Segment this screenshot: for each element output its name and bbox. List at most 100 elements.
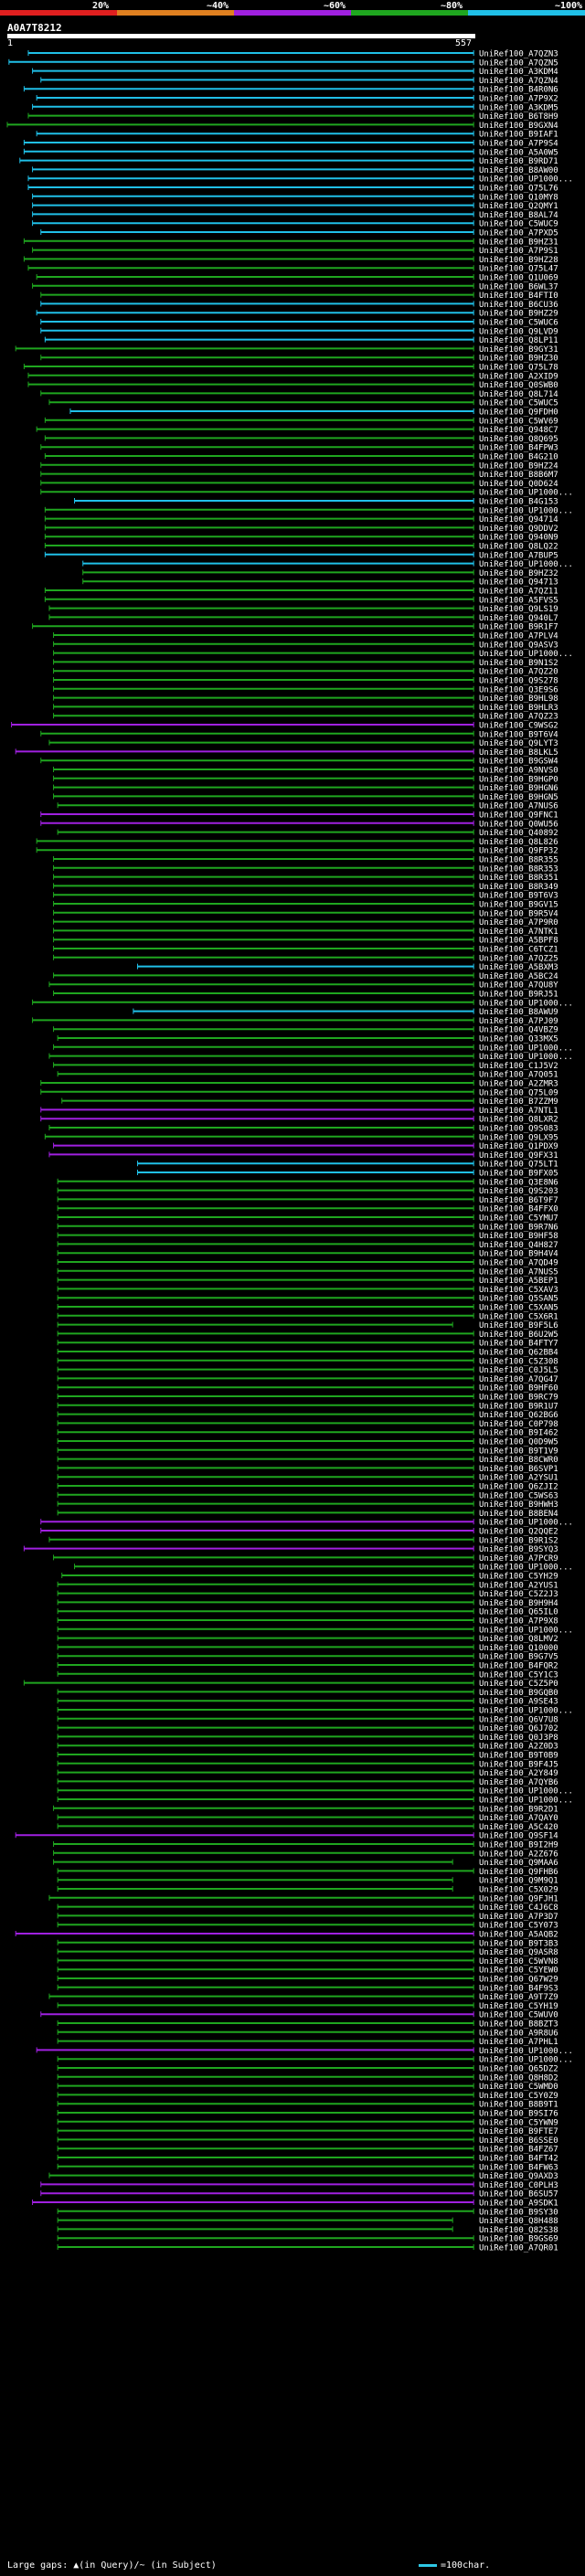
hit-label[interactable]: UniRef100_A2ZMR3	[479, 1080, 558, 1089]
hit-label[interactable]: UniRef100_B8R353	[479, 864, 558, 874]
hit-label[interactable]: UniRef100_Q9ASV3	[479, 641, 558, 650]
hit-label[interactable]: UniRef100_Q9FNC1	[479, 811, 558, 821]
hit-label[interactable]: UniRef100_Q8LMV2	[479, 1635, 558, 1644]
hit-label[interactable]: UniRef100_A2YUS1	[479, 1581, 558, 1590]
hit-label[interactable]: UniRef100_B9HZ31	[479, 238, 558, 247]
hit-label[interactable]: UniRef100_Q75LT1	[479, 1161, 558, 1170]
hit-label[interactable]: UniRef100_B9HZ30	[479, 355, 558, 364]
hit-label[interactable]: UniRef100_C5WUC9	[479, 220, 558, 229]
hit-label[interactable]: UniRef100_UP1000...	[479, 1519, 573, 1528]
hit-label[interactable]: UniRef100_A2Z676	[479, 1850, 558, 1859]
hit-label[interactable]: UniRef100_A7QZ25	[479, 954, 558, 963]
hit-label[interactable]: UniRef100_Q9M9Q1	[479, 1877, 558, 1886]
hit-label[interactable]: UniRef100_B9I462	[479, 1429, 558, 1438]
hit-label[interactable]: UniRef100_B6SVP1	[479, 1465, 558, 1474]
hit-label[interactable]: UniRef100_B4FZ67	[479, 2146, 558, 2155]
hit-label[interactable]: UniRef100_C6TCZ1	[479, 946, 558, 955]
hit-label[interactable]: UniRef100_B8R355	[479, 856, 558, 865]
hit-label[interactable]: UniRef100_UP1000...	[479, 1564, 573, 1573]
hit-label[interactable]: UniRef100_Q2QMY1	[479, 202, 558, 211]
hit-label[interactable]: UniRef100_C5WUC6	[479, 319, 558, 328]
hit-label[interactable]: UniRef100_Q4H827	[479, 1241, 558, 1250]
hit-label[interactable]: UniRef100_UP1000...	[479, 560, 573, 569]
hit-label[interactable]: UniRef100_Q0WU56	[479, 820, 558, 829]
hit-label[interactable]: UniRef100_B9N1S2	[479, 659, 558, 668]
hit-label[interactable]: UniRef100_B6SU57	[479, 2190, 558, 2200]
hit-label[interactable]: UniRef100_C5WVN8	[479, 1957, 558, 1966]
hit-label[interactable]: UniRef100_A7QZ20	[479, 668, 558, 677]
hit-label[interactable]: UniRef100_C5XAV3	[479, 1286, 558, 1295]
hit-label[interactable]: UniRef100_B7ZZM9	[479, 1097, 558, 1107]
hit-label[interactable]: UniRef100_Q9FX31	[479, 1151, 558, 1161]
hit-label[interactable]: UniRef100_B8R351	[479, 874, 558, 883]
hit-label[interactable]: UniRef100_UP1000...	[479, 175, 573, 185]
hit-label[interactable]: UniRef100_A7P9R0	[479, 918, 558, 928]
hit-label[interactable]: UniRef100_Q9LS19	[479, 605, 558, 614]
hit-label[interactable]: UniRef100_B9T6V4	[479, 730, 558, 739]
hit-label[interactable]: UniRef100_Q62BG6	[479, 1411, 558, 1420]
hit-label[interactable]: UniRef100_B9HF60	[479, 1384, 558, 1394]
hit-label[interactable]: UniRef100_A2Z0D3	[479, 1743, 558, 1752]
hit-label[interactable]: UniRef100_C5WS63	[479, 1491, 558, 1500]
hit-label[interactable]: UniRef100_Q9LYT3	[479, 739, 558, 748]
hit-label[interactable]: UniRef100_B9GS69	[479, 2235, 558, 2244]
hit-label[interactable]: UniRef100_UP1000...	[479, 1797, 573, 1806]
hit-label[interactable]: UniRef100_A7QZN4	[479, 77, 558, 86]
hit-label[interactable]: UniRef100_Q94714	[479, 515, 558, 525]
hit-label[interactable]: UniRef100_A5BPF8	[479, 937, 558, 946]
hit-label[interactable]: UniRef100_C5Z2J3	[479, 1590, 558, 1599]
hit-label[interactable]: UniRef100_B4G153	[479, 498, 558, 507]
hit-label[interactable]: UniRef100_Q75L47	[479, 265, 558, 274]
hit-label[interactable]: UniRef100_B9FX05	[479, 1170, 558, 1179]
hit-label[interactable]: UniRef100_Q1U069	[479, 274, 558, 283]
hit-label[interactable]: UniRef100_Q8H8D2	[479, 2073, 558, 2083]
hit-label[interactable]: UniRef100_B4FT42	[479, 2155, 558, 2164]
hit-label[interactable]: UniRef100_B9GXN4	[479, 122, 558, 131]
hit-label[interactable]: UniRef100_A7QZN3	[479, 50, 558, 59]
hit-label[interactable]: UniRef100_UP1000...	[479, 650, 573, 659]
hit-label[interactable]: UniRef100_A7PXD5	[479, 229, 558, 239]
hit-label[interactable]: UniRef100_A7QYB6	[479, 1778, 558, 1787]
hit-label[interactable]: UniRef100_A7Q051	[479, 1071, 558, 1080]
hit-label[interactable]: UniRef100_B9RJ51	[479, 991, 558, 1000]
hit-label[interactable]: UniRef100_C5WUV0	[479, 2011, 558, 2020]
hit-label[interactable]: UniRef100_C9WSG2	[479, 722, 558, 731]
hit-label[interactable]: UniRef100_Q9FP32	[479, 847, 558, 856]
hit-label[interactable]: UniRef100_B9SYQ3	[479, 1545, 558, 1554]
hit-label[interactable]: UniRef100_B9T3B3	[479, 1939, 558, 1948]
hit-label[interactable]: UniRef100_B8AW00	[479, 166, 558, 175]
hit-label[interactable]: UniRef100_B9R1F7	[479, 623, 558, 632]
hit-label[interactable]: UniRef100_B9IAF1	[479, 131, 558, 140]
hit-label[interactable]: UniRef100_B8B9T1	[479, 2101, 558, 2110]
hit-label[interactable]: UniRef100_A7P9X8	[479, 1617, 558, 1627]
hit-label[interactable]: UniRef100_B6WL37	[479, 282, 558, 292]
hit-label[interactable]: UniRef100_A9NVS0	[479, 767, 558, 776]
hit-label[interactable]: UniRef100_C5Y0Z9	[479, 2092, 558, 2101]
hit-label[interactable]: UniRef100_C0PLH3	[479, 2181, 558, 2190]
hit-label[interactable]: UniRef100_Q9LVD9	[479, 327, 558, 336]
hit-label[interactable]: UniRef100_Q8H488	[479, 2217, 558, 2226]
hit-label[interactable]: UniRef100_B9R5V4	[479, 909, 558, 918]
hit-label[interactable]: UniRef100_Q75L78	[479, 364, 558, 373]
hit-label[interactable]: UniRef100_B9G7V5	[479, 1653, 558, 1662]
hit-label[interactable]: UniRef100_B4FTY7	[479, 1340, 558, 1349]
hit-label[interactable]: UniRef100_Q3E9S6	[479, 685, 558, 694]
hit-label[interactable]: UniRef100_A5AQB2	[479, 1931, 558, 1940]
hit-label[interactable]: UniRef100_Q0D9W5	[479, 1438, 558, 1447]
hit-label[interactable]: UniRef100_B9HLR3	[479, 704, 558, 713]
hit-label[interactable]: UniRef100_B9GQB0	[479, 1689, 558, 1698]
hit-label[interactable]: UniRef100_B8B6M7	[479, 471, 558, 480]
hit-label[interactable]: UniRef100_B8BZT3	[479, 2020, 558, 2030]
hit-label[interactable]: UniRef100_B9HZ32	[479, 569, 558, 578]
hit-label[interactable]: UniRef100_UP1000...	[479, 489, 573, 498]
hit-label[interactable]: UniRef100_B9R1S2	[479, 1536, 558, 1545]
hit-label[interactable]: UniRef100_B9GSW4	[479, 758, 558, 767]
hit-label[interactable]: UniRef100_B9HZ24	[479, 461, 558, 471]
hit-label[interactable]: UniRef100_Q9MAA6	[479, 1859, 558, 1868]
hit-label[interactable]: UniRef100_B6CU36	[479, 301, 558, 310]
hit-label[interactable]: UniRef100_B9HZ29	[479, 310, 558, 319]
hit-label[interactable]: UniRef100_Q9FJH1	[479, 1894, 558, 1903]
hit-label[interactable]: UniRef100_A7QZN5	[479, 58, 558, 68]
hit-label[interactable]: UniRef100_B4FFX0	[479, 1205, 558, 1214]
hit-label[interactable]: UniRef100_B8LKL5	[479, 748, 558, 758]
